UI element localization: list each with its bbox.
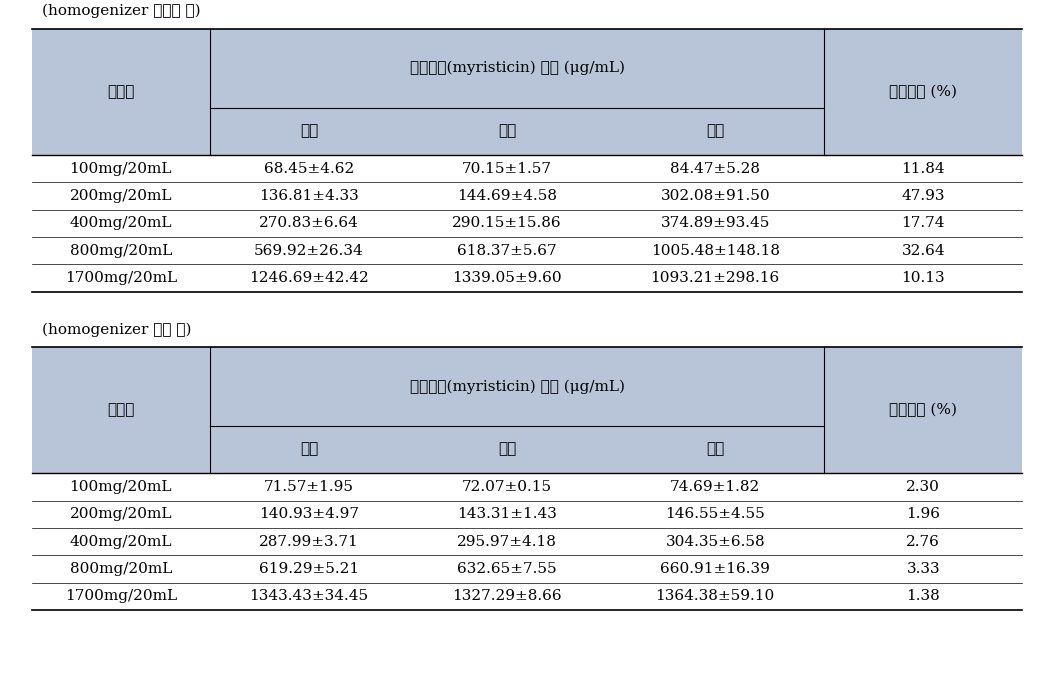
Text: 1364.38±59.10: 1364.38±59.10 — [656, 589, 775, 604]
Text: 146.55±4.55: 146.55±4.55 — [665, 507, 765, 521]
Text: 변동계수 (%): 변동계수 (%) — [890, 85, 957, 99]
Text: 144.69±4.58: 144.69±4.58 — [457, 189, 558, 203]
Text: 74.69±1.82: 74.69±1.82 — [670, 480, 760, 494]
Text: (homogenizer 미사용 시): (homogenizer 미사용 시) — [41, 4, 200, 18]
Text: 2.30: 2.30 — [906, 480, 940, 494]
Text: 302.08±91.50: 302.08±91.50 — [661, 189, 770, 203]
Text: 1343.43±34.45: 1343.43±34.45 — [250, 589, 369, 604]
Text: 68.45±4.62: 68.45±4.62 — [264, 161, 354, 175]
Text: 618.37±5.67: 618.37±5.67 — [457, 244, 557, 258]
Text: 569.92±26.34: 569.92±26.34 — [254, 244, 364, 258]
Text: 1005.48±148.18: 1005.48±148.18 — [650, 244, 780, 258]
Text: 상층: 상층 — [300, 124, 318, 139]
Text: 상층: 상층 — [300, 443, 318, 457]
Text: 하층: 하층 — [706, 443, 724, 457]
Text: 295.97±4.18: 295.97±4.18 — [457, 534, 558, 549]
Text: 140.93±4.97: 140.93±4.97 — [259, 507, 359, 521]
Text: 200mg/20mL: 200mg/20mL — [70, 189, 172, 203]
Text: 지표성분(myristicin) 함량 (μg/mL): 지표성분(myristicin) 함량 (μg/mL) — [410, 379, 625, 394]
Text: 32.64: 32.64 — [901, 244, 945, 258]
Text: 200mg/20mL: 200mg/20mL — [70, 507, 172, 521]
Text: 304.35±6.58: 304.35±6.58 — [665, 534, 765, 549]
Text: 270.83±6.64: 270.83±6.64 — [259, 216, 359, 230]
Text: 143.31±1.43: 143.31±1.43 — [457, 507, 558, 521]
Text: 1339.05±9.60: 1339.05±9.60 — [452, 271, 562, 285]
Text: 71.57±1.95: 71.57±1.95 — [265, 480, 354, 494]
Text: 1.38: 1.38 — [906, 589, 940, 604]
Text: 400mg/20mL: 400mg/20mL — [70, 216, 172, 230]
Text: 70.15±1.57: 70.15±1.57 — [463, 161, 552, 175]
Text: 800mg/20mL: 800mg/20mL — [70, 562, 172, 576]
Text: 47.93: 47.93 — [901, 189, 945, 203]
Text: 중층: 중층 — [499, 124, 516, 139]
Text: 시험군: 시험군 — [108, 403, 135, 417]
Text: 1700mg/20mL: 1700mg/20mL — [64, 589, 177, 604]
Text: 374.89±93.45: 374.89±93.45 — [661, 216, 769, 230]
Text: 84.47±5.28: 84.47±5.28 — [670, 161, 760, 175]
Text: 1327.29±8.66: 1327.29±8.66 — [452, 589, 562, 604]
Text: 2.76: 2.76 — [906, 534, 940, 549]
Text: 3.33: 3.33 — [906, 562, 940, 576]
Text: 632.65±7.55: 632.65±7.55 — [457, 562, 557, 576]
Bar — [32, 347, 1022, 473]
Text: 변동계수 (%): 변동계수 (%) — [890, 403, 957, 417]
Bar — [32, 28, 1022, 155]
Text: 800mg/20mL: 800mg/20mL — [70, 244, 172, 258]
Text: 400mg/20mL: 400mg/20mL — [70, 534, 172, 549]
Text: 619.29±5.21: 619.29±5.21 — [259, 562, 359, 576]
Text: 290.15±15.86: 290.15±15.86 — [452, 216, 562, 230]
Text: 136.81±4.33: 136.81±4.33 — [259, 189, 359, 203]
Text: (homogenizer 사용 시): (homogenizer 사용 시) — [41, 322, 191, 337]
Text: 100mg/20mL: 100mg/20mL — [70, 480, 172, 494]
Text: 11.84: 11.84 — [901, 161, 945, 175]
Text: 10.13: 10.13 — [901, 271, 945, 285]
Text: 1.96: 1.96 — [906, 507, 940, 521]
Text: 287.99±3.71: 287.99±3.71 — [259, 534, 359, 549]
Text: 시험군: 시험군 — [108, 85, 135, 99]
Text: 100mg/20mL: 100mg/20mL — [70, 161, 172, 175]
Text: 1700mg/20mL: 1700mg/20mL — [64, 271, 177, 285]
Text: 지표성분(myristicin) 함량 (μg/mL): 지표성분(myristicin) 함량 (μg/mL) — [410, 61, 625, 76]
Text: 17.74: 17.74 — [901, 216, 945, 230]
Text: 72.07±0.15: 72.07±0.15 — [462, 480, 552, 494]
Text: 660.91±16.39: 660.91±16.39 — [660, 562, 770, 576]
Text: 중층: 중층 — [499, 443, 516, 457]
Text: 1093.21±298.16: 1093.21±298.16 — [650, 271, 780, 285]
Text: 하층: 하층 — [706, 124, 724, 139]
Text: 1246.69±42.42: 1246.69±42.42 — [249, 271, 369, 285]
